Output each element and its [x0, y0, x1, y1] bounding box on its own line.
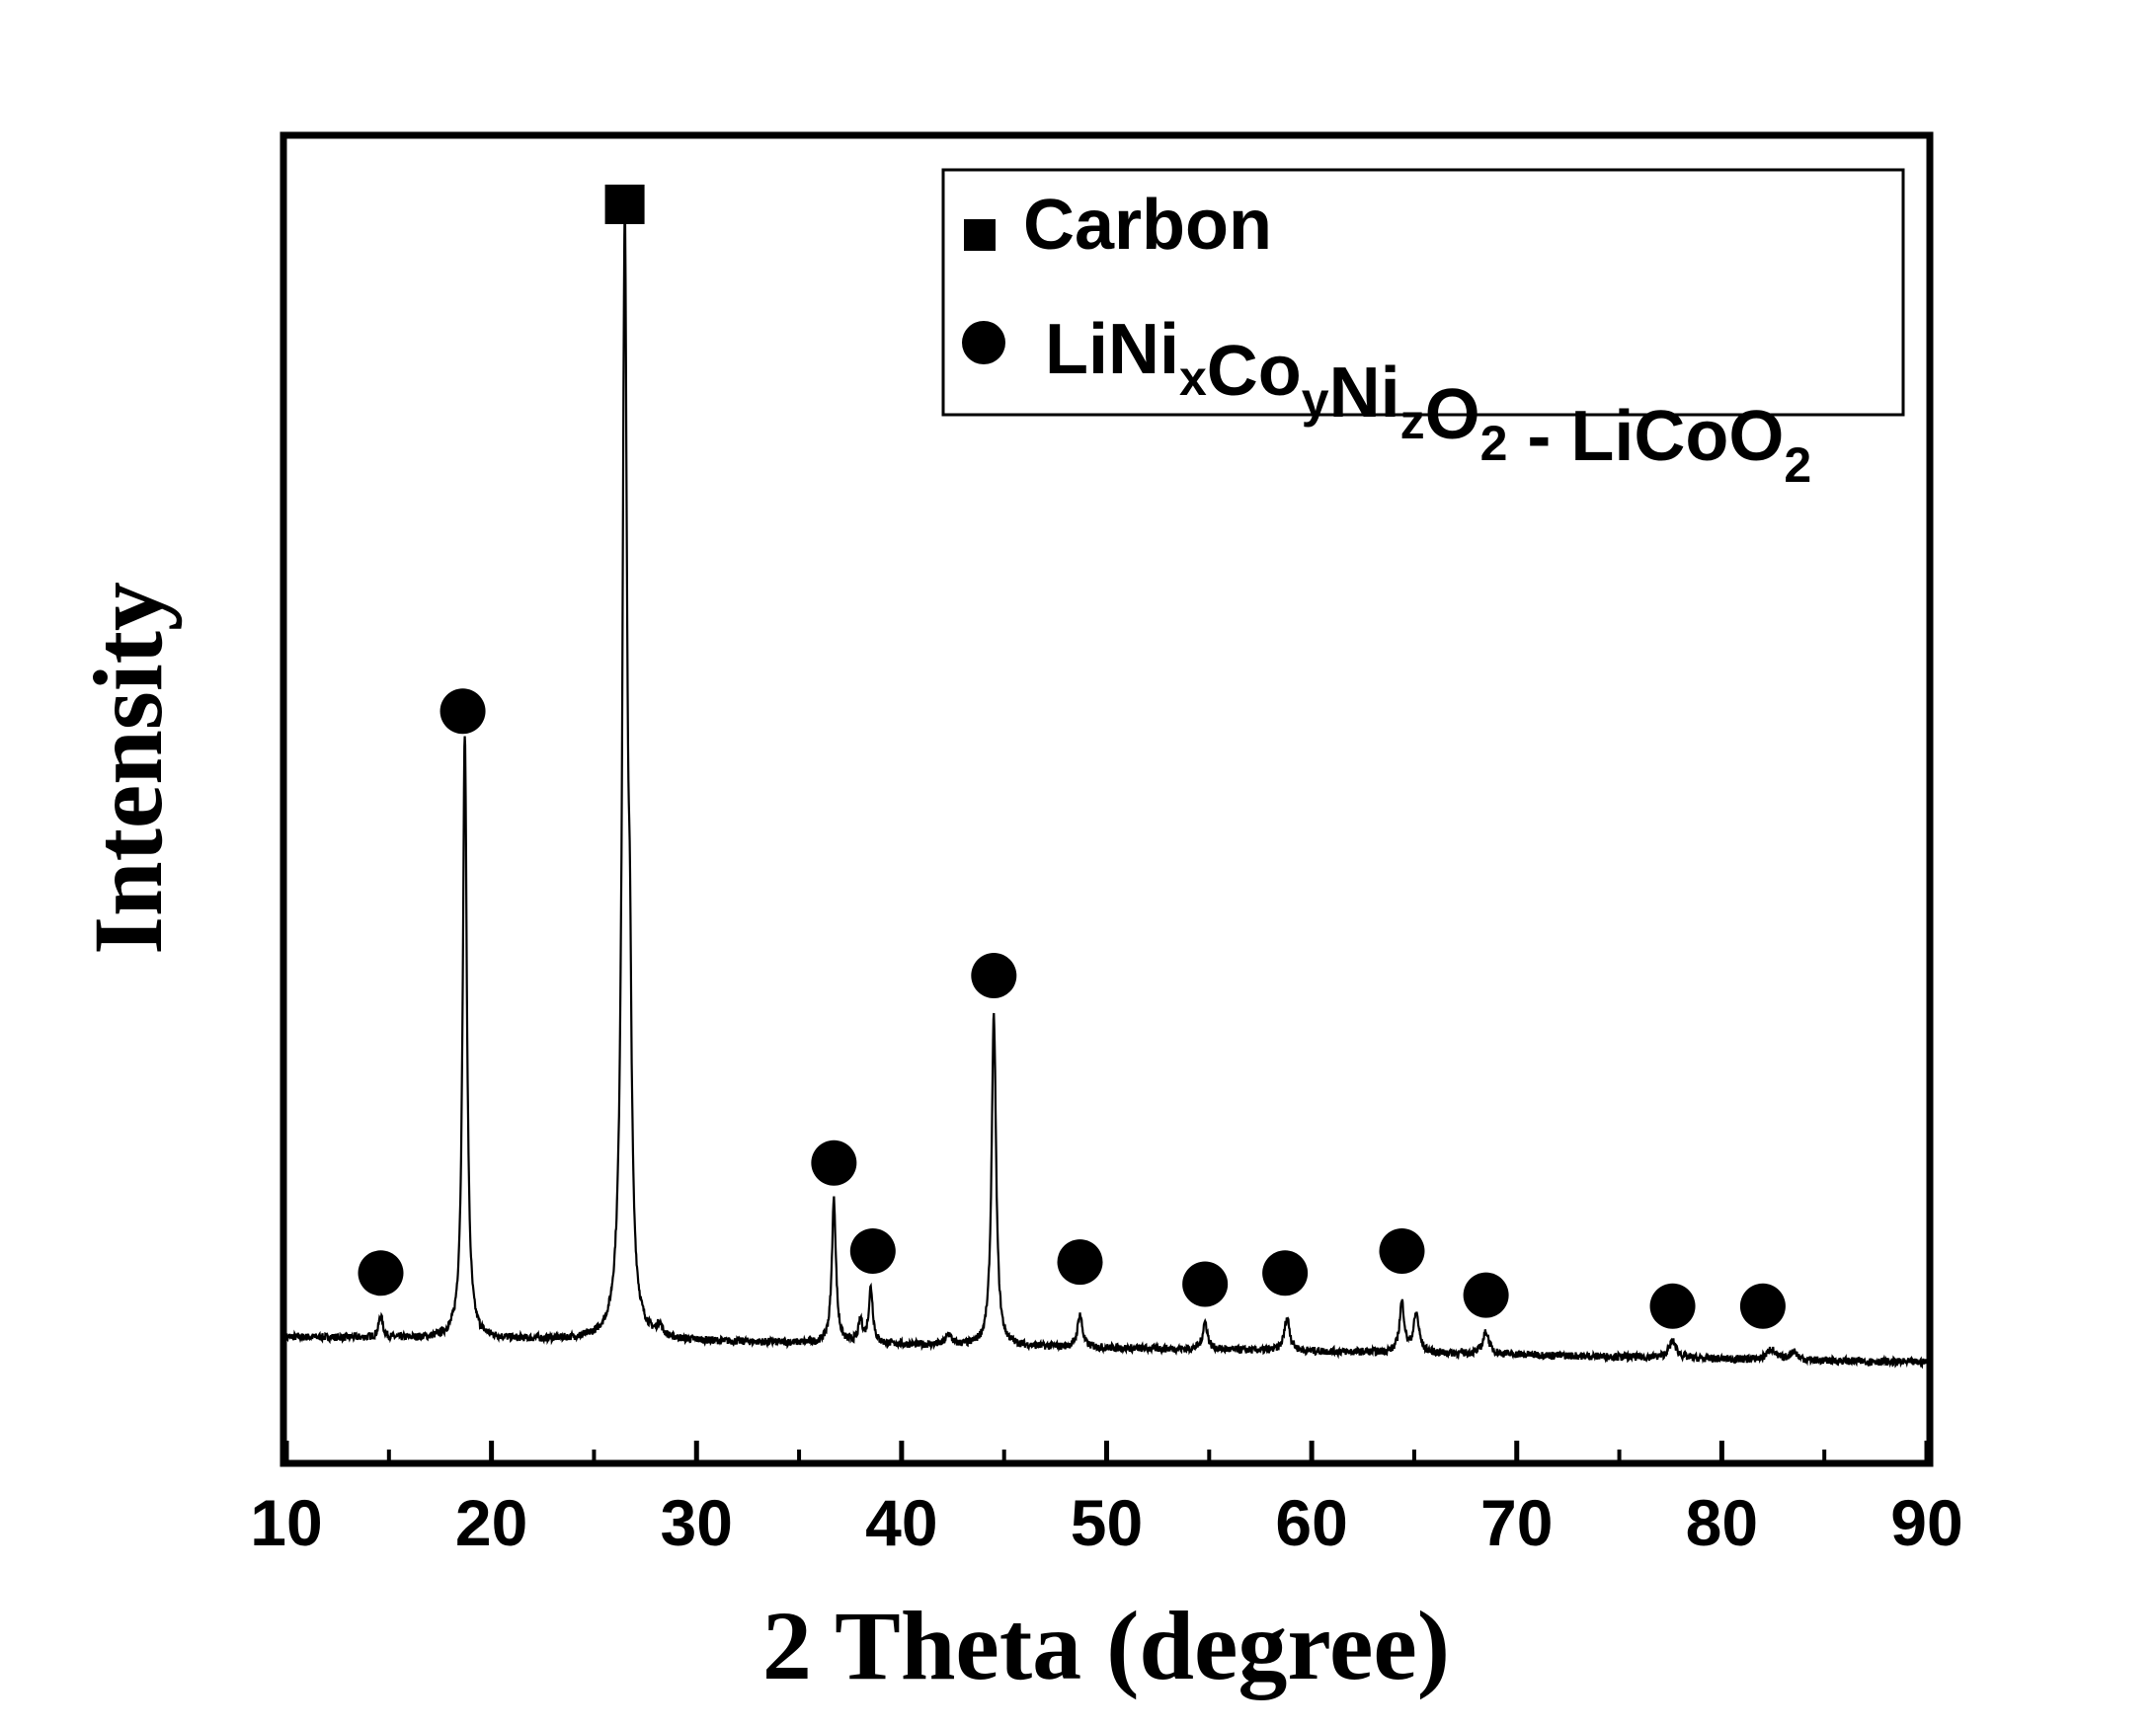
oxide-peak-marker-4	[849, 1227, 896, 1274]
legend-carbon-square-icon	[964, 219, 996, 251]
x-tick-label-20: 20	[455, 1486, 527, 1559]
oxide-peak-marker-5	[971, 953, 1017, 999]
plot-frame	[279, 131, 1934, 1467]
legend-carbon-label: Carbon	[1023, 186, 1272, 265]
oxide-peak-marker-6	[1057, 1239, 1103, 1286]
oxide-peak-marker-1	[358, 1250, 404, 1296]
legend-box	[941, 168, 1905, 417]
carbon-peak-marker-0	[604, 184, 645, 224]
oxide-peak-marker-9	[1379, 1227, 1425, 1274]
legend-oxide-label: LiNixCoyNizO2 - LiCoO2	[1045, 310, 1811, 493]
oxide-peak-marker-8	[1262, 1250, 1309, 1296]
x-tick-label-70: 70	[1480, 1486, 1553, 1559]
x-tick-label-10: 10	[250, 1486, 322, 1559]
oxide-peak-marker-3	[811, 1139, 857, 1186]
oxide-peak-marker-12	[1739, 1283, 1786, 1329]
x-tick-label-60: 60	[1275, 1486, 1347, 1559]
diffraction-line	[284, 204, 1928, 1370]
x-axis-title: 2 Theta (degree)	[762, 1591, 1450, 1700]
legend: Carbon LiNixCoyNizO2 - LiCoO2	[941, 168, 1905, 493]
peak-markers	[358, 184, 1786, 1329]
oxide-peak-marker-10	[1463, 1272, 1509, 1318]
plot-area	[284, 204, 1928, 1370]
x-tick-label-30: 30	[661, 1486, 733, 1559]
oxide-peak-marker-2	[439, 688, 486, 735]
x-tick-label-80: 80	[1686, 1486, 1758, 1559]
x-axis: 10 20 30 40 50 60 70 80 90	[250, 1441, 1963, 1559]
oxide-peak-marker-7	[1182, 1261, 1229, 1307]
x-tick-label-40: 40	[865, 1486, 937, 1559]
legend-oxide-circle-icon	[962, 321, 1005, 364]
x-tick-label-90: 90	[1890, 1486, 1962, 1559]
x-tick-label-50: 50	[1071, 1486, 1143, 1559]
oxide-peak-marker-11	[1649, 1283, 1696, 1329]
y-axis-title: Intensity	[73, 582, 183, 955]
